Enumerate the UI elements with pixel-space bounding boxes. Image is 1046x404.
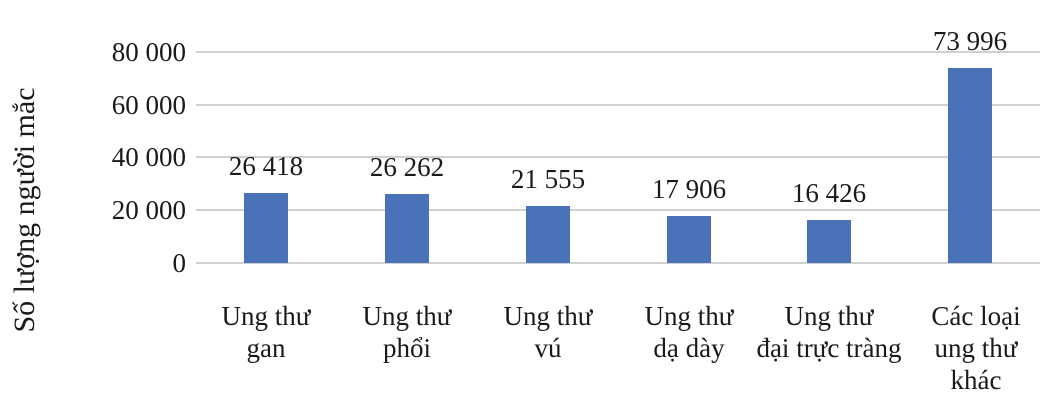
data-label: 73 996 <box>932 25 1008 56</box>
x-tick-line: gan <box>246 333 286 363</box>
x-tick-line: Ung thư <box>221 301 311 331</box>
x-tick-label: Ung thư gan <box>196 300 336 364</box>
data-label: 26 418 <box>228 151 304 182</box>
x-axis-line <box>196 262 1040 264</box>
gridline <box>196 209 1040 211</box>
x-tick-label: Các loại ung thư khác <box>906 300 1046 396</box>
x-tick-line: phổi <box>382 333 431 363</box>
y-axis-label: Số lượng người mắc <box>8 87 41 333</box>
x-tick-label: Ung thư dạ dày <box>619 300 759 364</box>
x-tick-line: Ung thư <box>362 301 452 331</box>
y-tick: 60 000 <box>111 90 186 120</box>
gridline <box>196 51 1040 53</box>
x-tick-label: Ung thư phổi <box>337 300 477 364</box>
x-tick-label: Ung thư vú <box>478 300 618 364</box>
x-tick-line: vú <box>534 333 562 363</box>
x-tick-line: đại trực tràng <box>756 333 902 363</box>
bar <box>526 206 570 263</box>
x-tick-line: khác <box>950 365 1002 395</box>
bar <box>667 215 711 263</box>
data-label: 16 426 <box>791 177 867 208</box>
bar <box>807 219 851 263</box>
bar <box>948 67 992 263</box>
y-tick: 80 000 <box>111 37 186 67</box>
x-tick-line: ung thư <box>934 333 1018 363</box>
x-tick-line: Ung thư <box>503 301 593 331</box>
bar <box>244 193 288 263</box>
bar <box>385 193 429 263</box>
data-label: 21 555 <box>510 164 586 195</box>
y-tick: 0 <box>172 248 187 278</box>
gridline <box>196 104 1040 106</box>
x-tick-line: Các loại <box>931 301 1021 331</box>
data-label: 17 906 <box>651 173 727 204</box>
y-tick: 40 000 <box>111 142 186 172</box>
data-label: 26 262 <box>369 151 445 182</box>
x-tick-line: Ung thư <box>784 301 874 331</box>
x-tick-label: Ung thư đại trực tràng <box>752 300 906 364</box>
y-tick: 20 000 <box>111 195 186 225</box>
gridline <box>196 156 1040 158</box>
x-tick-line: dạ dày <box>653 333 725 363</box>
x-tick-line: Ung thư <box>644 301 734 331</box>
